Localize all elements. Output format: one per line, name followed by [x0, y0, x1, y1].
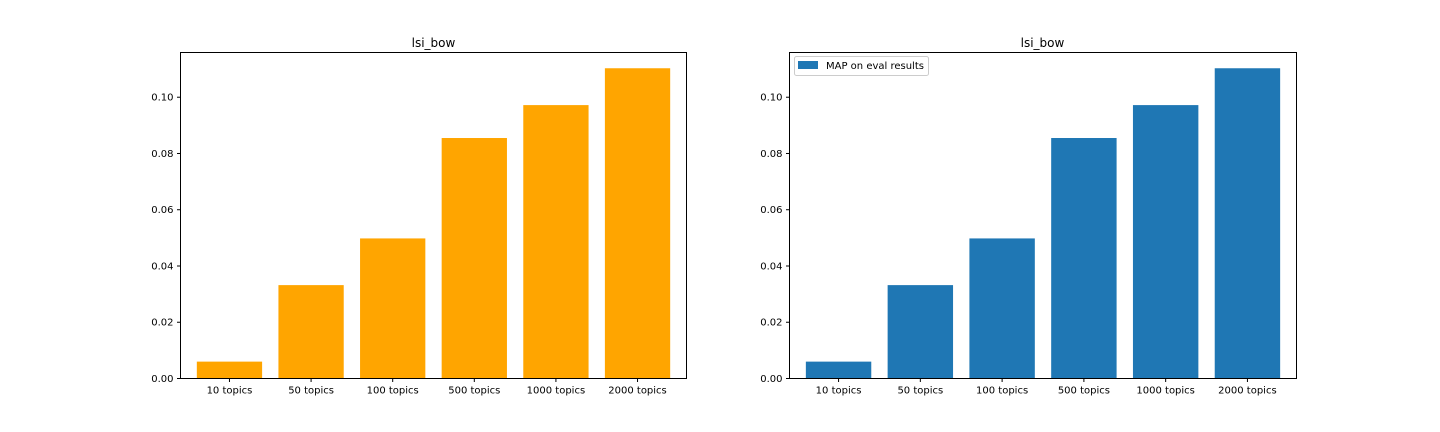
left-bar-chart: lsi_bow 0.00 0.02 0.04 0.06 0.08 0.10 10 topi… — [151, 36, 687, 397]
right-x-axis-ticks: 10 topics 50 topics 100 topics 500 topics 10… — [816, 378, 1277, 397]
left-bar-2 — [278, 285, 344, 379]
right-y-tick-label-4: 0.06 — [760, 205, 782, 216]
right-x-tick-label-3: 100 topics — [976, 386, 1028, 397]
left-bar-3 — [360, 238, 426, 379]
left-bar-1 — [196, 361, 263, 379]
right-bar-1 — [805, 361, 872, 379]
left-chart-title: lsi_bow — [412, 36, 456, 50]
right-y-tick-label-1: 0.00 — [760, 374, 782, 385]
left-bars — [196, 68, 671, 379]
left-x-axis-ticks: 10 topics 50 topics 100 topics 500 topics 10… — [207, 378, 667, 397]
left-y-axis-ticks: 0.00 0.02 0.04 0.06 0.08 0.10 — [151, 93, 181, 385]
right-y-axis-ticks: 0.00 0.02 0.04 0.06 0.08 0.10 — [760, 93, 790, 385]
left-bar-6 — [604, 68, 671, 379]
legend-box — [794, 56, 929, 76]
left-x-tick-label-3: 100 topics — [367, 386, 419, 397]
right-y-tick-label-3: 0.04 — [760, 261, 782, 272]
left-bar-5 — [523, 105, 589, 379]
left-x-tick-label-2: 50 topics — [288, 386, 334, 397]
right-bar-5 — [1132, 105, 1199, 379]
left-y-tick-label-1: 0.00 — [151, 374, 173, 385]
left-y-tick-label-3: 0.04 — [151, 261, 173, 272]
right-bar-2 — [887, 285, 954, 379]
right-bar-chart: lsi_bow 0.00 0.02 0.04 0.06 0.08 0.10 10 topi… — [760, 36, 1297, 397]
right-bars — [805, 68, 1281, 379]
legend-label: MAP on eval results — [826, 61, 924, 72]
right-plot-frame — [789, 52, 1297, 379]
right-y-tick-label-2: 0.02 — [760, 318, 782, 329]
left-plot-frame — [180, 52, 687, 379]
right-x-tick-label-5: 1000 topics — [1136, 386, 1195, 397]
left-y-tick-label-5: 0.08 — [151, 149, 173, 160]
left-x-tick-label-1: 10 topics — [207, 386, 253, 397]
right-y-tick-label-5: 0.08 — [760, 149, 782, 160]
legend-swatch — [798, 61, 818, 69]
left-y-tick-label-4: 0.06 — [151, 205, 173, 216]
left-x-tick-label-5: 1000 topics — [527, 386, 586, 397]
right-x-tick-label-4: 500 topics — [1058, 386, 1110, 397]
right-legend: MAP on eval results — [794, 56, 929, 76]
left-y-tick-label-6: 0.10 — [151, 93, 173, 104]
left-bar-4 — [441, 138, 507, 379]
left-x-tick-label-4: 500 topics — [448, 386, 500, 397]
right-chart-title: lsi_bow — [1021, 36, 1065, 50]
right-bar-3 — [969, 238, 1035, 379]
left-y-tick-label-2: 0.02 — [151, 318, 173, 329]
right-bar-6 — [1214, 68, 1281, 379]
left-x-tick-label-6: 2000 topics — [608, 386, 667, 397]
right-y-tick-label-6: 0.10 — [760, 93, 782, 104]
right-bar-4 — [1051, 138, 1117, 379]
right-x-tick-label-2: 50 topics — [897, 386, 943, 397]
right-x-tick-label-6: 2000 topics — [1218, 386, 1277, 397]
right-x-tick-label-1: 10 topics — [816, 386, 862, 397]
